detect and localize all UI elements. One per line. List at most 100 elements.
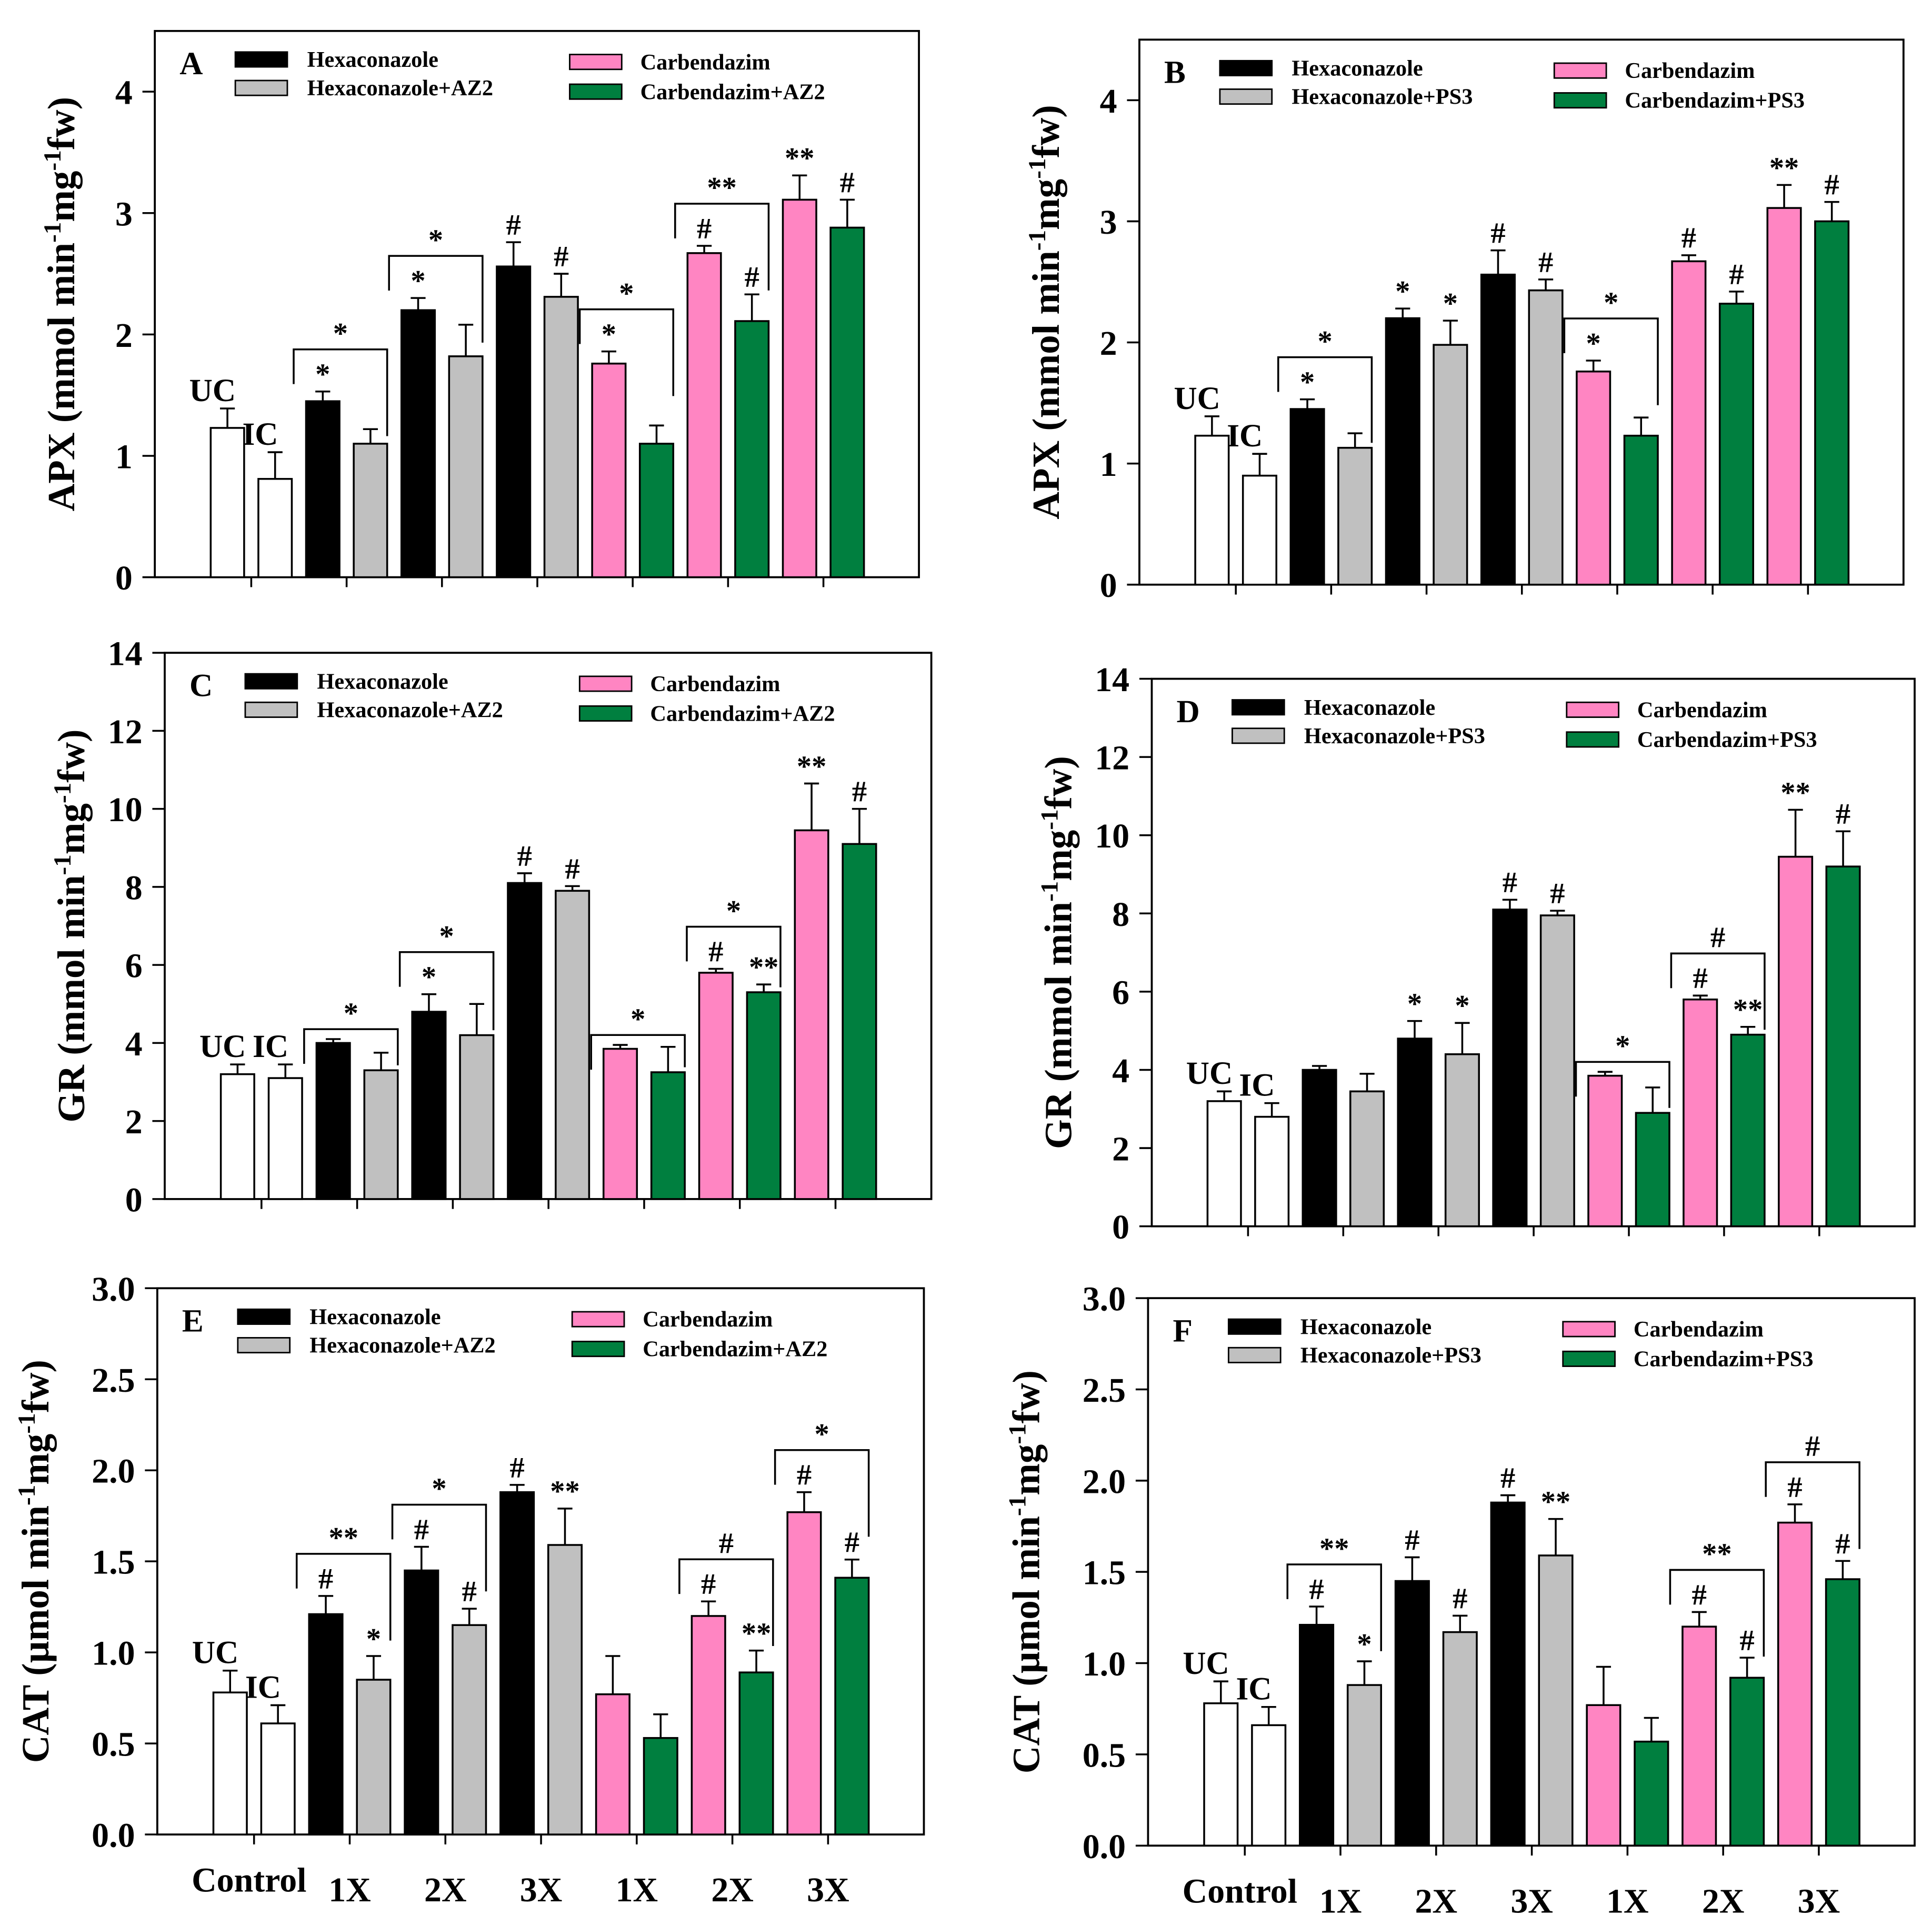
legend-swatch [237, 1337, 291, 1354]
bar-hexaconazole-ps3-1x [1346, 1684, 1383, 1847]
bar-hexaconazole-1x [315, 1042, 351, 1200]
legend-label: Carbendazim [1625, 58, 1755, 83]
control-label: UC [189, 373, 236, 408]
panel-letter: F [1173, 1313, 1192, 1349]
legend-label: Carbendazim [650, 672, 780, 696]
y-tick-label: 14 [108, 635, 143, 673]
bar-carbendazim-3x [1778, 855, 1814, 1228]
y-tick-label: 2.0 [1083, 1462, 1126, 1501]
x-tick-label: 3X [1798, 1882, 1840, 1915]
y-label-part: mg [1025, 179, 1067, 230]
y-tick-label: 1 [115, 437, 133, 476]
legend-label: Hexaconazole [1292, 56, 1423, 81]
legend-swatch [1227, 1318, 1282, 1335]
bar-hexaconazole-3x [499, 1491, 535, 1836]
y-tick-label: 4 [125, 1025, 143, 1063]
bracket-label: # [1805, 1430, 1820, 1463]
y-label-superscript: -1 [39, 150, 66, 171]
significance-label: # [1825, 168, 1839, 201]
legend-swatch [1562, 1321, 1616, 1338]
legend-label: Hexaconazole [317, 669, 448, 694]
y-tick-label: 0 [1112, 1208, 1129, 1246]
y-axis-label: APX (mmol min-1mg-1fw) [1024, 105, 1067, 519]
bar-hexaconazole-2x [1397, 1038, 1433, 1228]
bar-uc [1194, 434, 1230, 586]
bar-uc [1203, 1702, 1239, 1847]
significance-label: # [852, 776, 867, 809]
bar-carbendazim-az2-2x [738, 1671, 774, 1836]
bar-carbendazim-az2-3x [834, 1577, 870, 1836]
significance-label: ** [1541, 1486, 1570, 1519]
x-tick-label: 1X [1319, 1882, 1362, 1915]
bar-hexaconazole-az2-1x [363, 1069, 399, 1200]
significance-label: ** [749, 951, 778, 984]
y-label-part: mg [1005, 1444, 1047, 1495]
bar-carbendazim-2x [690, 1615, 726, 1836]
bracket-label: * [344, 997, 358, 1030]
bar-hexaconazole-1x [1299, 1623, 1335, 1847]
bracket-label: * [815, 1418, 829, 1451]
bar-carbendazim-ps3-2x [1730, 1033, 1766, 1228]
legend-swatch [571, 1311, 625, 1328]
panel-letter: B [1164, 55, 1186, 91]
legend-swatch [234, 79, 288, 96]
significance-label: ** [550, 1475, 579, 1508]
significance-label: * [602, 318, 616, 351]
bar-hexaconazole-az2-3x [547, 1544, 583, 1836]
significance-label: # [1309, 1573, 1324, 1606]
significance-label: # [797, 1459, 812, 1492]
x-tick-label: 1X [616, 1871, 658, 1909]
significance-label: * [1586, 327, 1601, 360]
bar-hexaconazole-1x [308, 1613, 344, 1836]
bar-hexaconazole-az2-2x [459, 1034, 495, 1200]
legend-label: Carbendazim+PS3 [1637, 727, 1817, 752]
y-tick-label: 4 [1112, 1052, 1129, 1090]
significance-bracket [295, 1553, 392, 1641]
bar-hexaconazole-3x [496, 265, 532, 579]
bracket-label: # [719, 1527, 734, 1560]
significance-label: * [1407, 988, 1422, 1020]
significance-label: ** [1769, 152, 1799, 184]
y-tick-label: 0.0 [1083, 1828, 1126, 1866]
legend-swatch [234, 51, 288, 68]
bar-hexaconazole-ps3-2x [1442, 1631, 1478, 1847]
bar-carbendazim-1x [1587, 1074, 1623, 1228]
significance-label: * [315, 358, 330, 391]
legend-swatch [1232, 699, 1285, 716]
legend-label: Hexaconazole [307, 47, 438, 72]
y-tick-label: 10 [108, 791, 143, 829]
y-axis-label: APX (mmol min-1mg-1fw) [39, 97, 83, 511]
bar-uc [1206, 1100, 1242, 1228]
significance-bracket [1575, 1061, 1670, 1108]
legend-swatch [1219, 88, 1273, 105]
significance-label: # [517, 840, 532, 873]
legend-swatch [1553, 92, 1607, 109]
y-tick-label: 2 [125, 1103, 143, 1141]
y-label-part: fw) [1037, 756, 1080, 809]
significance-bracket [1670, 952, 1766, 1030]
y-tick-label: 12 [1095, 739, 1129, 777]
significance-label: # [509, 1452, 524, 1484]
significance-bracket [1286, 1563, 1383, 1651]
y-tick-label: 2 [115, 316, 133, 355]
legend-label: Carbendazim+AZ2 [643, 1337, 827, 1362]
bar-carbendazim-2x [1681, 1625, 1717, 1847]
bracket-label: * [428, 224, 443, 256]
significance-bracket [590, 1034, 686, 1070]
bar-hexaconazole-1x [1302, 1069, 1337, 1228]
significance-label: # [845, 1527, 859, 1559]
y-label-superscript: -1 [13, 1413, 41, 1433]
bracket-label: ** [328, 1522, 358, 1554]
control-label: IC [245, 1669, 281, 1705]
bar-hexaconazole-az2-3x [555, 890, 590, 1200]
y-tick-label: 6 [1112, 973, 1129, 1012]
bar-carbendazim-ps3-2x [1729, 1677, 1765, 1847]
legend-swatch [1566, 731, 1620, 748]
significance-label: # [1739, 1624, 1754, 1657]
y-axis-label: GR (mmol min-1mg-1fw) [1036, 756, 1080, 1149]
y-tick-label: 0 [115, 559, 133, 597]
